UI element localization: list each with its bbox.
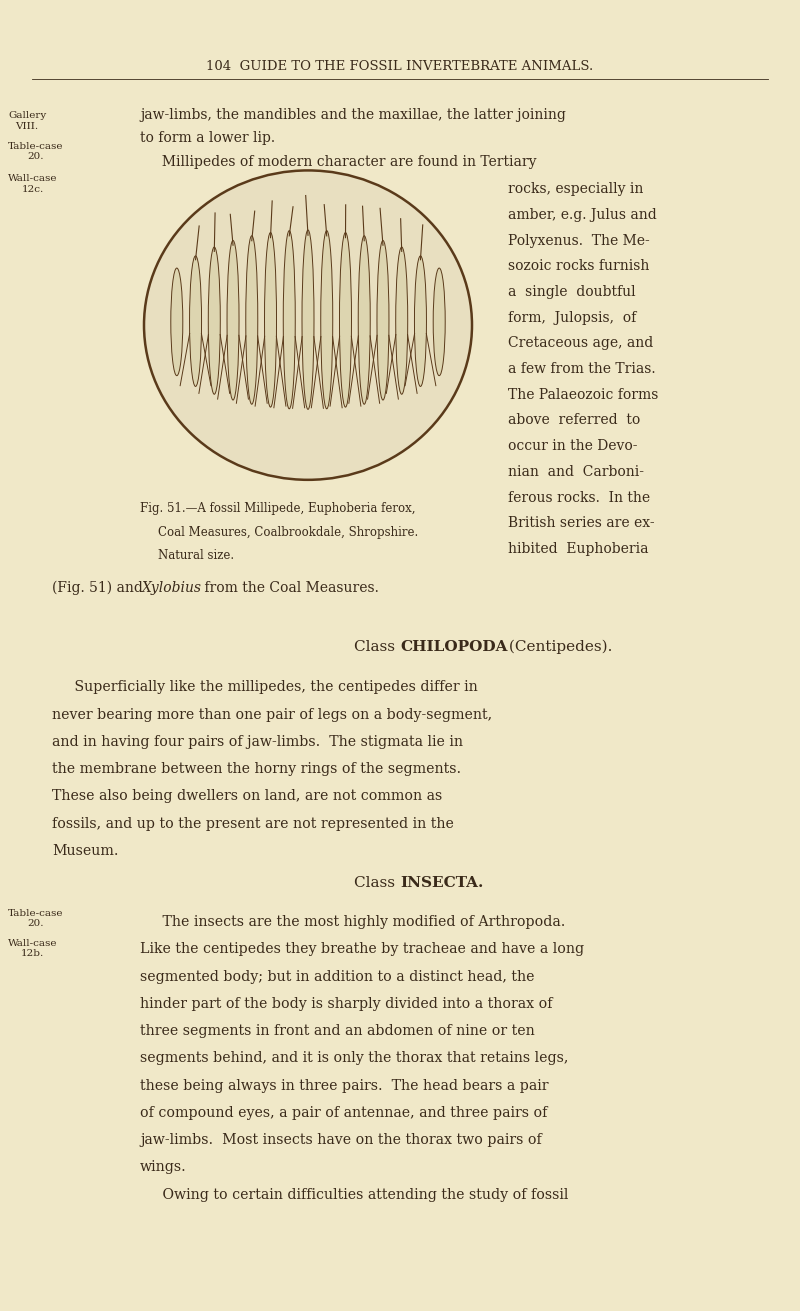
Text: Table-case
20.: Table-case 20. (8, 142, 63, 161)
Text: segmented body; but in addition to a distinct head, the: segmented body; but in addition to a dis… (140, 970, 534, 983)
Text: hinder part of the body is sharply divided into a thorax of: hinder part of the body is sharply divid… (140, 996, 553, 1011)
Text: Polyxenus.  The Me-: Polyxenus. The Me- (508, 233, 650, 248)
Ellipse shape (208, 246, 220, 395)
Text: Coal Measures, Coalbrookdale, Shropshire.: Coal Measures, Coalbrookdale, Shropshire… (158, 526, 418, 539)
Text: Wall-case
12c.: Wall-case 12c. (8, 174, 58, 194)
Text: above  referred  to: above referred to (508, 413, 640, 427)
Text: wings.: wings. (140, 1160, 186, 1175)
Text: 104  GUIDE TO THE FOSSIL INVERTEBRATE ANIMALS.: 104 GUIDE TO THE FOSSIL INVERTEBRATE ANI… (206, 60, 594, 73)
Text: three segments in front and an abdomen of nine or ten: three segments in front and an abdomen o… (140, 1024, 534, 1038)
Text: segments behind, and it is only the thorax that retains legs,: segments behind, and it is only the thor… (140, 1051, 568, 1066)
Text: British series are ex-: British series are ex- (508, 517, 654, 530)
Text: Xylobius: Xylobius (142, 581, 202, 595)
Text: INSECTA.: INSECTA. (400, 876, 483, 890)
Text: Natural size.: Natural size. (158, 549, 234, 562)
Text: a  single  doubtful: a single doubtful (508, 284, 636, 299)
Text: rocks, especially in: rocks, especially in (508, 182, 643, 197)
Text: Millipedes of modern character are found in Tertiary: Millipedes of modern character are found… (140, 155, 537, 169)
Text: ferous rocks.  In the: ferous rocks. In the (508, 490, 650, 505)
Ellipse shape (246, 236, 258, 404)
Text: Cretaceous age, and: Cretaceous age, and (508, 337, 654, 350)
Text: Fig. 51.—A fossil Millipede, Euphoberia ferox,: Fig. 51.—A fossil Millipede, Euphoberia … (140, 502, 415, 515)
Text: The Palaeozoic forms: The Palaeozoic forms (508, 388, 658, 401)
Text: Owing to certain difficulties attending the study of fossil: Owing to certain difficulties attending … (140, 1188, 568, 1202)
Ellipse shape (396, 246, 408, 395)
Text: The insects are the most highly modified of Arthropoda.: The insects are the most highly modified… (140, 915, 566, 929)
Ellipse shape (358, 236, 370, 404)
Text: sozoic rocks furnish: sozoic rocks furnish (508, 260, 650, 273)
Ellipse shape (283, 231, 295, 409)
Text: never bearing more than one pair of legs on a body-segment,: never bearing more than one pair of legs… (52, 708, 492, 721)
Text: occur in the Devo-: occur in the Devo- (508, 439, 638, 454)
Text: to form a lower lip.: to form a lower lip. (140, 131, 275, 146)
Text: jaw-limbs, the mandibles and the maxillae, the latter joining: jaw-limbs, the mandibles and the maxilla… (140, 108, 566, 122)
Text: (Centipedes).: (Centipedes). (504, 640, 612, 654)
Text: Table-case
20.: Table-case 20. (8, 909, 63, 928)
Ellipse shape (377, 240, 389, 400)
Text: jaw-limbs.  Most insects have on the thorax two pairs of: jaw-limbs. Most insects have on the thor… (140, 1133, 542, 1147)
Text: from the Coal Measures.: from the Coal Measures. (200, 581, 379, 595)
Ellipse shape (227, 240, 239, 400)
Ellipse shape (190, 256, 202, 387)
Text: CHILOPODA: CHILOPODA (400, 640, 507, 654)
Text: (Fig. 51) and: (Fig. 51) and (52, 581, 147, 595)
Ellipse shape (170, 267, 183, 376)
Text: Museum.: Museum. (52, 844, 118, 857)
Text: and in having four pairs of jaw-limbs.  The stigmata lie in: and in having four pairs of jaw-limbs. T… (52, 735, 463, 749)
Ellipse shape (144, 170, 472, 480)
Text: Class: Class (354, 876, 400, 890)
Ellipse shape (339, 232, 351, 408)
Text: form,  Julopsis,  of: form, Julopsis, of (508, 311, 636, 325)
Text: of compound eyes, a pair of antennae, and three pairs of: of compound eyes, a pair of antennae, an… (140, 1106, 547, 1120)
Ellipse shape (265, 232, 277, 408)
Text: Superficially like the millipedes, the centipedes differ in: Superficially like the millipedes, the c… (52, 680, 478, 695)
Ellipse shape (433, 267, 446, 376)
Text: These also being dwellers on land, are not common as: These also being dwellers on land, are n… (52, 789, 442, 804)
Text: hibited  Euphoberia: hibited Euphoberia (508, 541, 649, 556)
Text: Gallery
VIII.: Gallery VIII. (8, 111, 46, 131)
Text: the membrane between the horny rings of the segments.: the membrane between the horny rings of … (52, 762, 461, 776)
Text: Class: Class (354, 640, 400, 654)
Text: a few from the Trias.: a few from the Trias. (508, 362, 656, 376)
Text: Like the centipedes they breathe by tracheae and have a long: Like the centipedes they breathe by trac… (140, 943, 584, 956)
Text: these being always in three pairs.  The head bears a pair: these being always in three pairs. The h… (140, 1079, 549, 1092)
Text: nian  and  Carboni-: nian and Carboni- (508, 465, 644, 479)
Ellipse shape (321, 231, 333, 409)
Text: Wall-case
12b.: Wall-case 12b. (8, 939, 58, 958)
Ellipse shape (414, 256, 426, 387)
Text: fossils, and up to the present are not represented in the: fossils, and up to the present are not r… (52, 817, 454, 831)
Ellipse shape (302, 229, 314, 409)
Text: amber, e.g. Julus and: amber, e.g. Julus and (508, 208, 657, 222)
